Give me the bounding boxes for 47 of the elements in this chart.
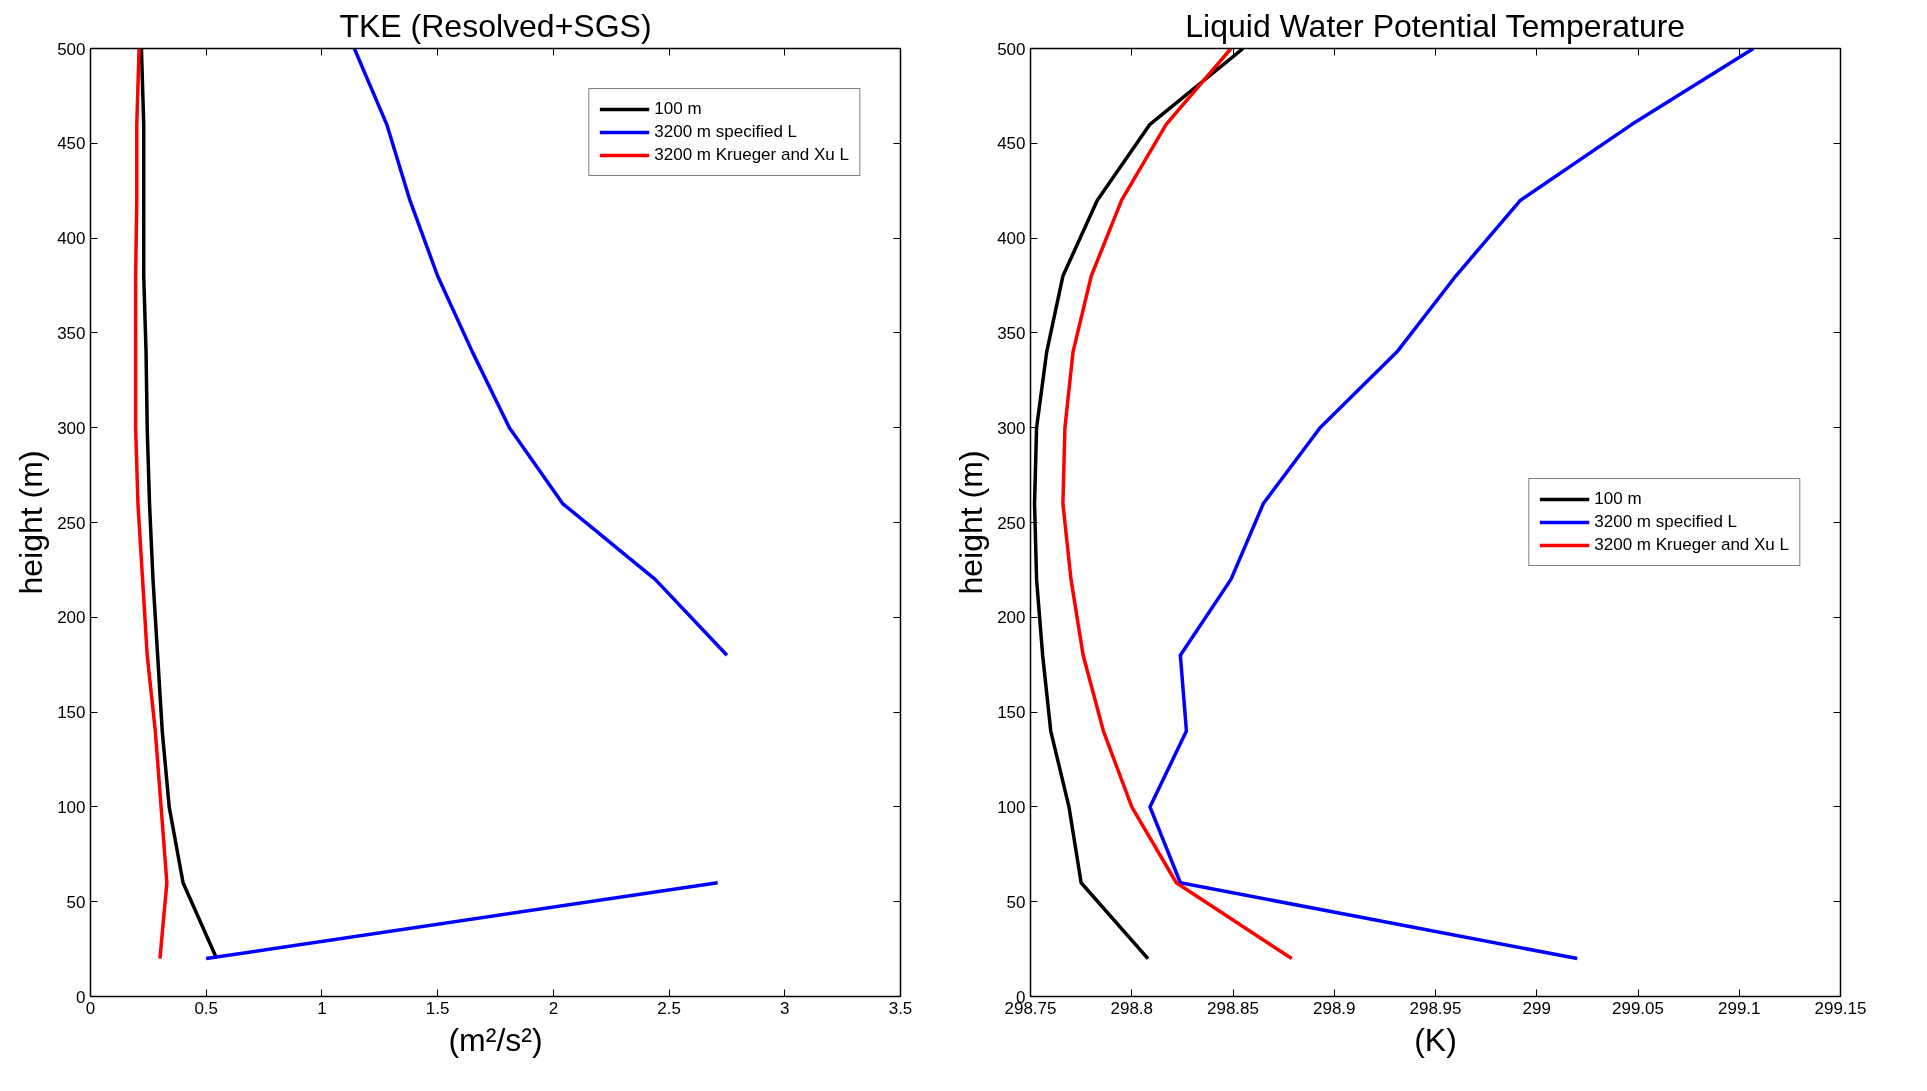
x-tick-label: 3 [780,998,790,1018]
chart-title: Liquid Water Potential Temperature [1185,7,1686,44]
y-tick-label: 150 [997,703,1026,723]
y-tick-label: 150 [57,703,86,723]
x-tick-label: 298.85 [1207,998,1259,1018]
y-axis-title: height (m) [953,450,990,595]
y-tick-label: 500 [997,39,1026,59]
y-tick-label: 250 [997,513,1026,533]
y-tick-label: 450 [57,134,86,154]
y-tick-label: 350 [57,323,86,343]
y-tick-label: 500 [57,39,86,59]
y-tick-label: 300 [57,418,86,438]
y-tick-label: 100 [997,797,1026,817]
y-tick-label: 400 [997,229,1026,249]
legend-label: 3200 m Krueger and Xu L [1594,535,1789,555]
x-tick-label: 299.05 [1612,998,1664,1018]
x-tick-label: 1 [317,998,327,1018]
y-tick-label: 200 [997,608,1026,628]
y-tick-label: 400 [57,229,86,249]
x-tick-label: 2 [548,998,559,1018]
chart-title: TKE (Resolved+SGS) [339,7,652,44]
y-tick-label: 450 [997,134,1026,154]
x-axis-title: (m²/s²) [448,1021,543,1058]
x-tick-label: 2.5 [657,998,681,1018]
legend-label: 100 m [1594,489,1642,509]
x-axis-title: (K) [1414,1021,1457,1058]
y-tick-label: 350 [997,323,1026,343]
legend-label: 3200 m specified L [1594,512,1738,532]
y-tick-label: 200 [57,608,86,628]
y-tick-label: 100 [57,797,86,817]
y-tick-label: 50 [1006,892,1026,912]
x-tick-label: 298.9 [1312,998,1356,1018]
x-tick-label: 1.5 [425,998,450,1018]
x-tick-label: 299.1 [1717,998,1761,1018]
x-tick-label: 0.5 [194,998,219,1018]
y-axis-title: height (m) [13,450,50,595]
x-tick-label: 298.8 [1110,998,1154,1018]
y-tick-label: 50 [66,892,86,912]
x-tick-label: 3.5 [888,998,913,1018]
x-tick-label: 299 [1522,998,1551,1018]
legend-label: 3200 m Krueger and Xu L [654,145,849,165]
x-tick-label: 299.15 [1814,998,1867,1018]
legend-label: 3200 m specified L [654,122,798,142]
y-tick-label: 300 [997,418,1026,438]
x-tick-label: 298.95 [1409,998,1462,1018]
legend-label: 100 m [654,99,702,119]
y-tick-label: 250 [57,513,86,533]
